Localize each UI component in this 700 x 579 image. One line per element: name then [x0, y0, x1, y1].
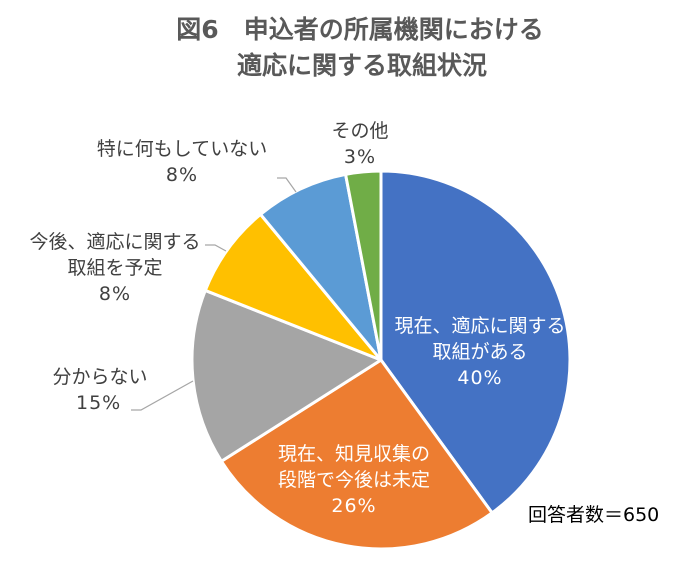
leader-line-planned: [205, 244, 227, 252]
pie-slice: [203, 212, 383, 362]
pie-slice: [190, 288, 383, 463]
label-text: 今後、適応に関する: [29, 231, 201, 253]
data-label-current-initiative: 現在、適応に関する 取組がある 40%: [387, 313, 573, 391]
label-text: 取組を予定: [67, 257, 163, 279]
label-percent: 40%: [457, 367, 503, 389]
label-text: 取組がある: [432, 341, 528, 363]
label-percent: 8%: [165, 164, 199, 186]
label-text: 現在、適応に関する: [394, 315, 566, 337]
data-label-other: その他 3%: [320, 118, 400, 170]
data-label-collecting-knowledge: 現在、知見収集の 段階で今後は未定 26%: [264, 441, 444, 519]
leader-lines: [131, 177, 297, 411]
label-text: 現在、知見収集の: [277, 443, 430, 465]
data-label-nothing: 特に何もしていない 8%: [84, 136, 280, 188]
label-percent: 3%: [343, 146, 377, 168]
respondent-count: 回答者数＝650: [528, 504, 660, 526]
data-label-planned: 今後、適応に関する 取組を予定 8%: [20, 229, 210, 307]
label-percent: 8%: [98, 283, 132, 305]
label-percent: 15%: [76, 392, 122, 414]
pie-slice: [259, 172, 383, 362]
label-percent: 26%: [331, 495, 377, 517]
pie-slices: [190, 169, 572, 551]
pie-slice: [379, 169, 572, 515]
pie-slice: [219, 358, 494, 551]
label-text: 分からない: [52, 366, 148, 388]
chart-title-line2: 適応に関する取組状況: [236, 51, 487, 80]
leader-line-unknown: [131, 380, 194, 411]
label-text: 段階で今後は未定: [277, 469, 430, 491]
label-text: その他: [331, 120, 389, 142]
label-text: 特に何もしていない: [96, 138, 268, 160]
chart-title-line1: 図6 申込者の所属機関における: [176, 15, 544, 44]
leader-line-nothing: [277, 177, 297, 193]
data-label-unknown: 分からない 15%: [40, 364, 160, 416]
pie-slice: [344, 169, 383, 362]
